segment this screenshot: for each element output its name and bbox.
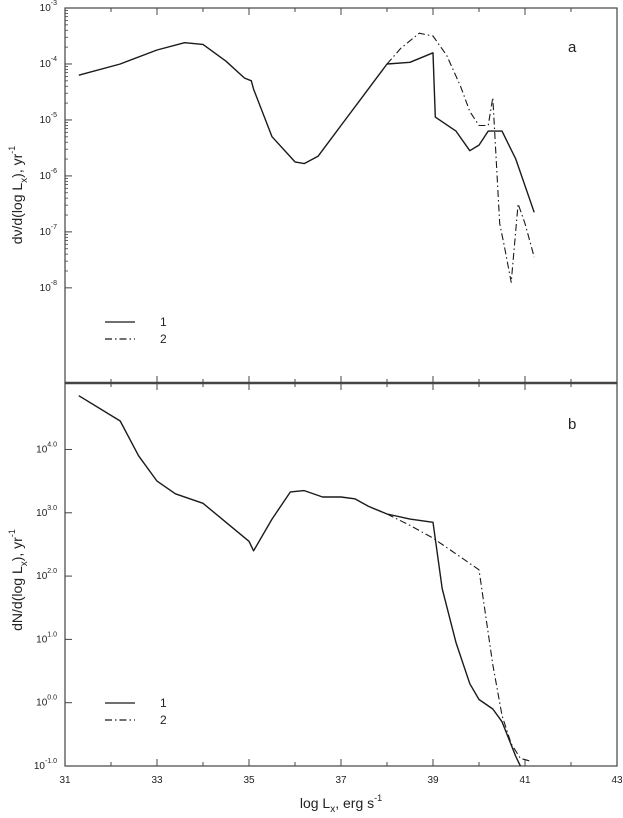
panel-b-y-tick-label: 100.0 — [36, 695, 57, 709]
panel-b-y-axis-title: dN/d(log Lx), yr-1 — [7, 529, 30, 631]
panel-a-series-1-line — [78, 42, 535, 213]
panel-a-y-tick-label: 10-3 — [40, 0, 57, 14]
panel-b-series-1-line — [78, 395, 522, 767]
panel-a-y-tick-label: 10-4 — [40, 56, 57, 70]
panel-a-legend-label-2: 2 — [160, 332, 167, 346]
panel-b-frame — [64, 382, 618, 767]
panel-a-frame — [64, 7, 618, 384]
panel-b-x-tick-label: 31 — [59, 775, 71, 786]
panel-b-y-tick-label: 102.0 — [36, 568, 57, 582]
panel-a-series-2-line — [386, 32, 535, 283]
panel-b: 104.0 103.0 102.0 101.0 100.0 10-1.031 33 35 37 3… — [34, 383, 623, 786]
panel-b-legend-label-1: 1 — [160, 696, 167, 710]
panel-b-x-tick-label: 43 — [611, 775, 623, 786]
panel-b-y-tick-label: 104.0 — [36, 441, 57, 455]
panel-a: 10-3 10-4 10-5 10-6 10-7 10-8 1 2 — [40, 0, 618, 383]
panel-a-y-tick-label: 10-6 — [40, 168, 57, 182]
panel-a-y-axis-title: dν/d(log Lx), yr-1 — [7, 146, 30, 245]
x-axis-title: log Lx, erg s-1 — [300, 793, 382, 815]
panel-b-y-tick-label: 10-1.0 — [34, 758, 57, 772]
panel-b-x-tick-label: 39 — [427, 775, 439, 786]
panel-a-y-tick-label: 10-5 — [40, 112, 57, 126]
panel-b-legend-label-2: 2 — [160, 713, 167, 727]
panel-a-y-tick-label: 10-7 — [40, 224, 57, 238]
panel-b-x-tick-label: 37 — [335, 775, 347, 786]
panel-b-label: b — [568, 416, 576, 433]
panel-b-series-2-line — [386, 513, 530, 762]
panel-a-label: a — [568, 39, 577, 56]
panel-a-y-tick-label: 10-8 — [40, 280, 57, 294]
panel-b-x-tick-label: 41 — [519, 775, 531, 786]
panel-b-x-tick-label: 33 — [151, 775, 163, 786]
panel-b-y-tick-label: 101.0 — [36, 631, 57, 645]
panel-a-legend-label-1: 1 — [160, 315, 167, 329]
panel-b-x-tick-label: 35 — [243, 775, 255, 786]
panel-b-y-tick-label: 103.0 — [36, 505, 57, 519]
